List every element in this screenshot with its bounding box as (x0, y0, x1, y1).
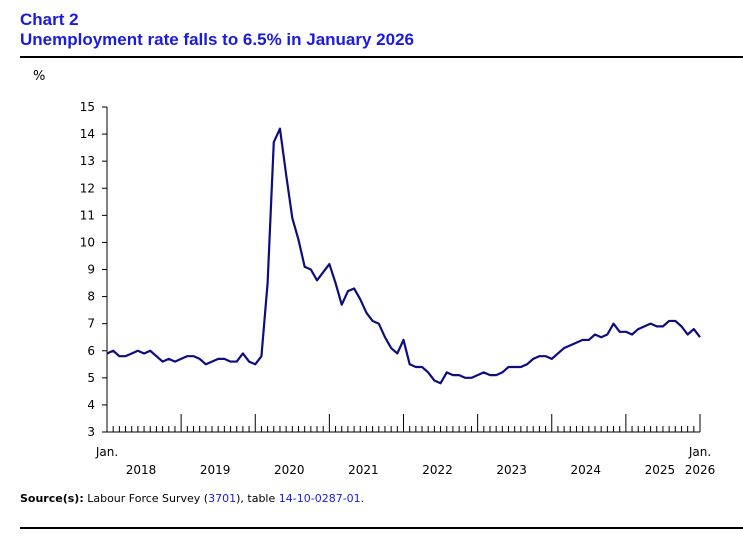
y-tick-label: 4 (87, 398, 95, 412)
source-label: Source(s): (20, 492, 84, 505)
line-chart: % 3 4 5 6 7 8 9 10 11 12 13 14 15 Jan. 2018 2019 2020 20… (33, 69, 716, 477)
y-tick-label: 6 (87, 344, 95, 358)
x-year-label: 2021 (348, 463, 379, 477)
y-tick-label: 7 (87, 317, 95, 331)
y-tick-label: 14 (80, 127, 95, 141)
y-tick-label: 10 (80, 235, 95, 249)
y-tick-label: 11 (80, 208, 95, 222)
chart-number: Chart 2 (20, 10, 79, 29)
x-end-label-top: Jan. (688, 445, 711, 459)
source-text-middle: ), table (236, 492, 279, 505)
source-note: Source(s): Labour Force Survey (3701), t… (20, 492, 364, 505)
x-end-label-bottom: 2026 (685, 463, 716, 477)
x-year-label: 2024 (570, 463, 601, 477)
table-number-link[interactable]: 14-10-0287-01 (278, 492, 361, 505)
x-year-label: 2018 (126, 463, 157, 477)
x-year-label: 2020 (274, 463, 305, 477)
x-year-label: 2022 (422, 463, 453, 477)
source-text-before: Labour Force Survey ( (87, 492, 209, 505)
chart-title: Unemployment rate falls to 6.5% in Janua… (20, 30, 414, 49)
y-tick-label: 5 (87, 371, 95, 385)
title-block: Chart 2 Unemployment rate falls to 6.5% … (20, 10, 414, 50)
y-tick-label: 12 (80, 181, 95, 195)
x-year-label: 2023 (496, 463, 527, 477)
bottom-rule (20, 527, 743, 529)
top-rule (20, 56, 743, 58)
y-tick-label: 9 (87, 263, 95, 277)
x-year-label: 2025 (645, 463, 676, 477)
y-tick-label: 13 (80, 154, 95, 168)
y-axis-label: % (33, 69, 45, 84)
y-tick-label: 3 (87, 425, 95, 439)
x-start-label: Jan. (95, 445, 118, 459)
source-text-after: . (360, 492, 365, 505)
y-tick-label: 8 (87, 290, 95, 304)
x-year-label: 2019 (200, 463, 231, 477)
y-tick-label: 15 (80, 100, 95, 114)
survey-number-link[interactable]: 3701 (208, 492, 237, 505)
unemployment-rate-line (106, 127, 701, 385)
